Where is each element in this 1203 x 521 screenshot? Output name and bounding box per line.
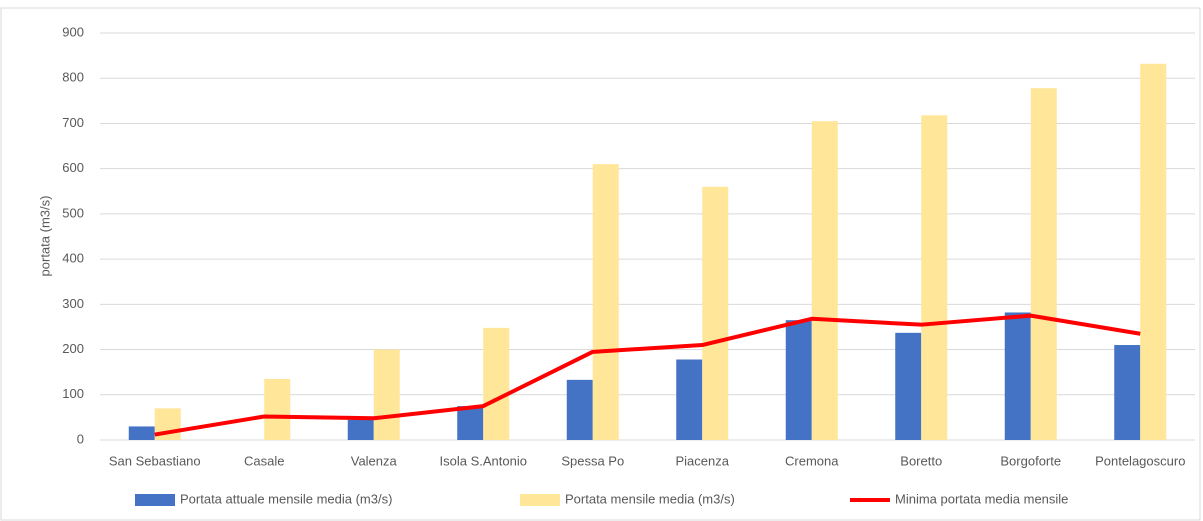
y-tick-label: 300 xyxy=(62,296,84,311)
legend-swatch xyxy=(135,494,175,506)
bar xyxy=(921,115,948,440)
bar xyxy=(347,419,374,440)
x-tick-label: Piacenza xyxy=(676,453,730,468)
bar xyxy=(592,164,619,440)
bar xyxy=(785,320,812,440)
y-tick-label: 900 xyxy=(62,24,84,39)
y-tick-label: 800 xyxy=(62,70,84,85)
bar xyxy=(128,426,155,440)
bar xyxy=(264,378,291,440)
x-tick-label: Borgoforte xyxy=(1000,453,1061,468)
x-tick-label: Boretto xyxy=(900,453,942,468)
y-tick-label: 100 xyxy=(62,386,84,401)
bar xyxy=(566,379,593,440)
x-tick-label: Spessa Po xyxy=(561,453,624,468)
bar xyxy=(1004,312,1031,440)
x-tick-label: Casale xyxy=(244,453,284,468)
line xyxy=(154,313,1141,437)
legend-label: Minima portata media mensile xyxy=(895,491,1068,506)
bar xyxy=(702,186,729,440)
bar xyxy=(373,349,400,440)
bar xyxy=(483,327,510,440)
x-tick-label: Cremona xyxy=(785,453,839,468)
x-tick-label: Valenza xyxy=(351,453,398,468)
bar xyxy=(457,406,484,440)
x-tick-label: Isola S.Antonio xyxy=(440,453,527,468)
y-tick-label: 600 xyxy=(62,160,84,175)
bar xyxy=(811,121,838,440)
y-tick-label: 400 xyxy=(62,251,84,266)
bar xyxy=(1140,63,1167,441)
x-tick-label: Pontelagoscuro xyxy=(1095,453,1185,468)
bar xyxy=(676,359,703,440)
y-tick-label: 0 xyxy=(77,431,84,446)
y-tick-label: 200 xyxy=(62,341,84,356)
y-axis-label: portata (m3/s) xyxy=(37,196,52,277)
bar xyxy=(895,332,922,440)
x-tick-label: San Sebastiano xyxy=(109,453,201,468)
y-tick-label: 500 xyxy=(62,205,84,220)
legend-swatch xyxy=(520,494,560,506)
y-tick-label: 700 xyxy=(62,115,84,130)
bar xyxy=(1114,345,1141,440)
legend-label: Portata mensile media (m3/s) xyxy=(565,491,735,506)
legend-label: Portata attuale mensile media (m3/s) xyxy=(180,491,392,506)
bar xyxy=(1030,88,1057,440)
